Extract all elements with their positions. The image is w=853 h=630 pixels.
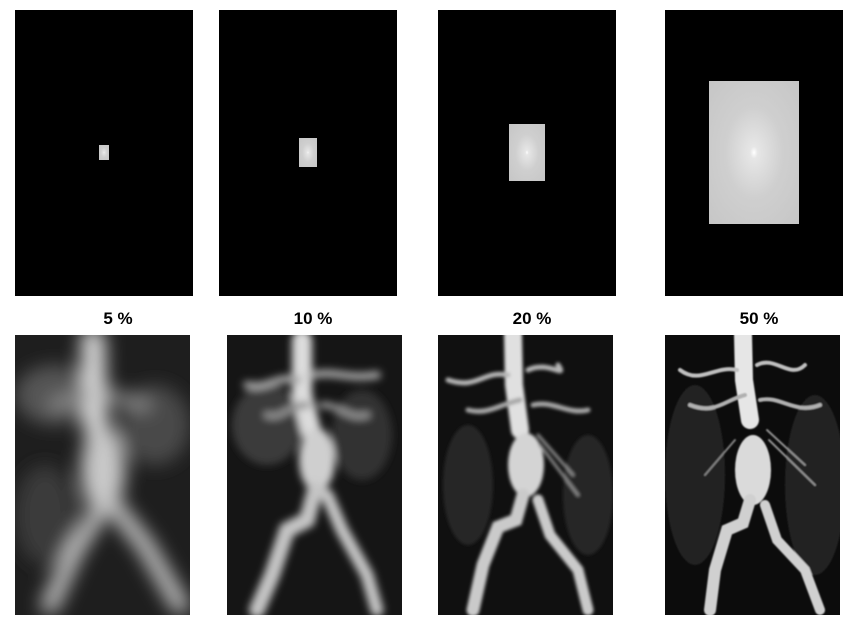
angiogram-20 (438, 335, 613, 615)
label-10: 10 % (293, 309, 333, 328)
kspace-panel-10 (219, 10, 397, 296)
kspace-panel-20 (438, 10, 616, 296)
kspace-panel-5 (15, 10, 193, 296)
label-5: 5 % (103, 309, 133, 328)
label-50: 50 % (739, 309, 779, 328)
kspace-window-5 (99, 145, 109, 160)
kspace-window-20 (509, 124, 545, 181)
kspace-window-50 (709, 81, 799, 224)
angiogram-50 (665, 335, 840, 615)
label-20: 20 % (512, 309, 552, 328)
kspace-panel-50 (665, 10, 843, 296)
angiogram-5 (15, 335, 190, 615)
kspace-window-10 (299, 138, 317, 167)
angiogram-10 (227, 335, 402, 615)
